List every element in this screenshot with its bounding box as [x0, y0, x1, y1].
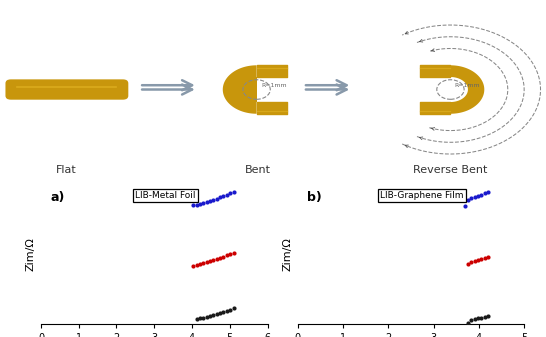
- Text: LIB-Metal Foil: LIB-Metal Foil: [135, 191, 196, 200]
- Text: Reverse Bent: Reverse Bent: [413, 165, 488, 175]
- Text: R=1mm: R=1mm: [261, 83, 287, 88]
- Text: a): a): [50, 191, 64, 204]
- Polygon shape: [223, 65, 257, 114]
- Y-axis label: Zim/Ω: Zim/Ω: [282, 238, 292, 271]
- Text: Flat: Flat: [56, 165, 77, 175]
- Y-axis label: Zim/Ω: Zim/Ω: [26, 238, 35, 271]
- Text: b): b): [307, 191, 322, 204]
- Polygon shape: [450, 65, 484, 114]
- Text: R=1mm: R=1mm: [455, 83, 480, 88]
- FancyBboxPatch shape: [5, 79, 128, 100]
- Text: Bent: Bent: [245, 165, 271, 175]
- Text: LIB-Graphene Film: LIB-Graphene Film: [381, 191, 464, 200]
